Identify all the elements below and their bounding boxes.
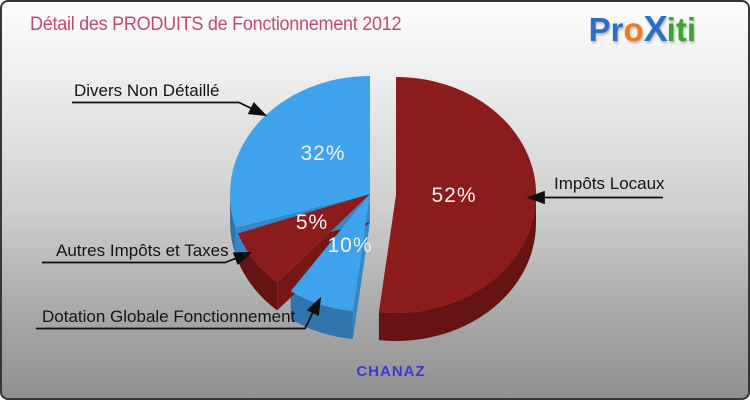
pie-slice-top (378, 76, 537, 313)
logo-letter: r (610, 11, 624, 48)
logo-letter: o (623, 11, 644, 48)
pie-3d-slices (230, 76, 537, 341)
commune-name: CHANAZ (356, 363, 426, 380)
pie-slice-top (290, 194, 370, 312)
pie-slice-top (230, 76, 370, 228)
slice-label-dotation-globale: Dotation Globale Fonctionnement (42, 307, 296, 326)
logo-letter: P (588, 11, 611, 48)
callout-arrow-divers (72, 101, 268, 117)
pie-slice-rim (378, 195, 536, 341)
slice-label-autres-impots: Autres Impôts et Taxes (56, 241, 229, 260)
logo-letter: i (666, 11, 676, 48)
proxiti-logo[interactable]: ProXiti (589, 8, 696, 50)
pie-slice-rim (230, 194, 236, 256)
logo-letter: i (686, 11, 696, 48)
slice-percent-impots-locaux: 52% (431, 184, 477, 207)
slice-label-impots-locaux: Impôts Locaux (554, 174, 665, 193)
pie-slice-cut-face (352, 194, 370, 340)
callout-arrows (36, 101, 663, 330)
slice-percent-divers: 32% (300, 142, 346, 165)
chart-title: Détail des PRODUITS de Fonctionnement 20… (30, 14, 402, 35)
pie-slice-top (238, 194, 370, 283)
callout-arrow-autres (42, 252, 253, 265)
slice-label-divers: Divers Non Détaillé (74, 81, 220, 100)
logo-letter: t (675, 11, 687, 48)
callout-arrow-dotation (36, 296, 322, 330)
slice-percent-autres-impots: 5% (295, 211, 329, 234)
callout-arrow-impots (526, 190, 663, 205)
pie-slice-rim (290, 291, 353, 340)
logo-letter-x: X (643, 8, 668, 49)
slice-percent-dotation-globale: 10% (327, 234, 373, 257)
